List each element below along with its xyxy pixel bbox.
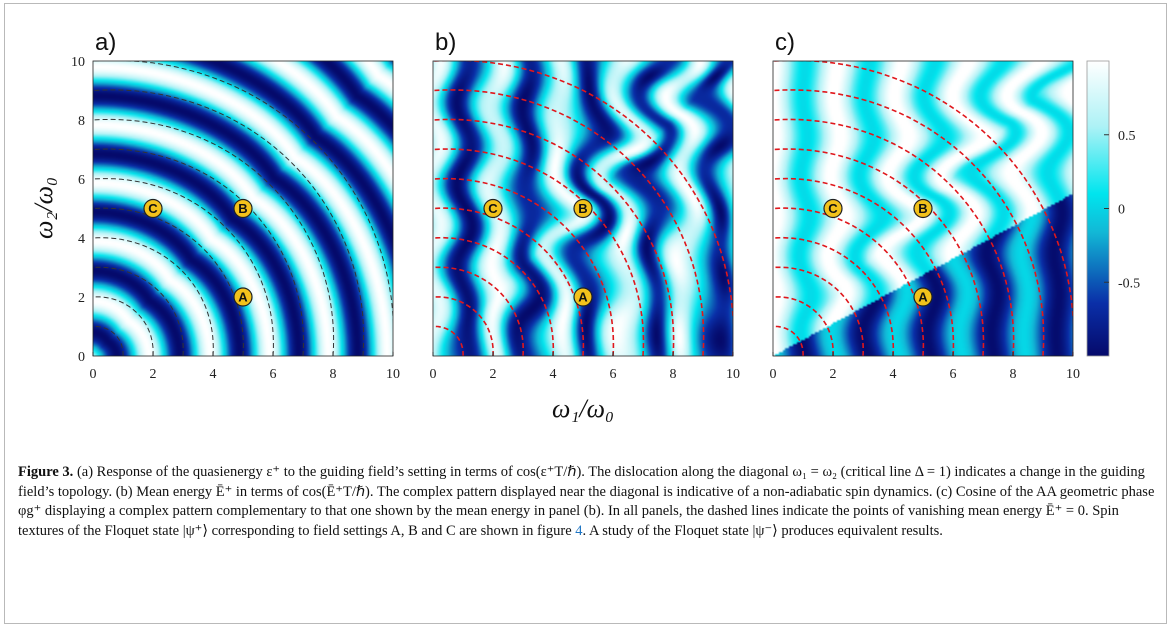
- markers-group: A B C A B C A B C: [143, 198, 933, 307]
- marker-a-label: A: [918, 290, 928, 305]
- marker-c-circle: [823, 198, 843, 219]
- x-tick-label: 0: [430, 367, 437, 382]
- caption-text-2: . A study of the Floquet state |ψ⁻⟩ prod…: [582, 522, 943, 539]
- panel-frame-a: [92, 60, 394, 357]
- x-tick-label: 8: [670, 367, 677, 382]
- x-tick-label: 8: [1010, 367, 1017, 382]
- y-tick-label: 2: [78, 291, 85, 306]
- colorbar-tick-label: 0.5: [1118, 129, 1136, 144]
- figure-plots: a) b) c) 0 2 4 6 8 10 0 2 4 6 8 10 0 2 4 6 8 10 0 2 4 6 8 10 A B…: [29, 29, 1140, 423]
- panel-label-b: b): [435, 29, 456, 56]
- marker-b-circle: [573, 198, 593, 219]
- marker-a-circle: [913, 287, 933, 307]
- marker-b-label: B: [918, 201, 927, 216]
- x-tick-label: 2: [150, 367, 157, 382]
- panel-label-a: a): [95, 29, 116, 56]
- y-tick-label: 8: [78, 114, 85, 129]
- figure-caption: Figure 3. (a) Response of the quasienerg…: [18, 463, 1158, 541]
- marker-c-label: C: [148, 201, 158, 216]
- colorbar-ticks: 0.5 0 -0.5: [1104, 129, 1140, 291]
- marker-c-label: C: [488, 201, 498, 216]
- x-tick-label: 0: [90, 367, 97, 382]
- marker-b-label: B: [238, 201, 247, 216]
- marker-c-circle: [483, 198, 503, 219]
- marker-a-circle: [573, 287, 593, 307]
- marker-b-circle: [913, 198, 933, 219]
- y-tick-label: 6: [78, 173, 85, 188]
- x-tick-label: 6: [950, 367, 957, 382]
- panel-frame-c: [772, 60, 1074, 357]
- panel-label-c: c): [775, 29, 795, 56]
- marker-a-circle: [233, 287, 253, 307]
- x-tick-label: 8: [330, 367, 337, 382]
- x-tick-label: 10: [726, 367, 740, 382]
- x-tick-label: 2: [830, 367, 837, 382]
- figure-4-link[interactable]: 4: [575, 522, 583, 539]
- colorbar-tick-label: -0.5: [1118, 276, 1140, 291]
- marker-b-circle: [233, 198, 253, 219]
- marker-c-label: C: [828, 201, 838, 216]
- caption-text-1: (a) Response of the quasienergy ε⁺ to th…: [18, 464, 1155, 539]
- axes-group: 0 2 4 6 8 10 0 2 4 6 8 10 0 2 4 6 8 10 0 2 4 6 8 10: [71, 55, 1080, 382]
- y-tick-label: 10: [71, 55, 85, 70]
- x-tick-label: 4: [550, 367, 557, 382]
- y-axis-label: ω₂/ω₀: [29, 177, 58, 239]
- marker-c-circle: [143, 198, 163, 219]
- marker-a-label: A: [578, 290, 588, 305]
- y-tick-label: 4: [78, 232, 85, 247]
- x-tick-label: 6: [610, 367, 617, 382]
- x-tick-label: 10: [1066, 367, 1080, 382]
- panel-frame-b: [432, 60, 734, 357]
- y-tick-label: 0: [78, 350, 85, 365]
- x-tick-label: 0: [770, 367, 777, 382]
- colorbar-tick-label: 0: [1118, 203, 1125, 218]
- x-tick-label: 4: [210, 367, 217, 382]
- caption-title: Figure 3.: [18, 464, 74, 480]
- x-tick-label: 2: [490, 367, 497, 382]
- x-tick-label: 6: [270, 367, 277, 382]
- x-tick-label: 4: [890, 367, 897, 382]
- marker-a-label: A: [238, 290, 248, 305]
- marker-b-label: B: [578, 201, 587, 216]
- x-tick-label: 10: [386, 367, 400, 382]
- x-axis-label: ω₁/ω₀: [552, 394, 614, 423]
